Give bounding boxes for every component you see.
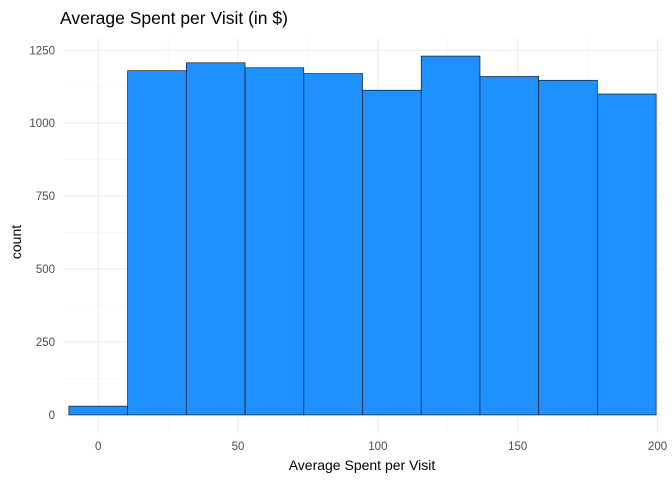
- histogram-bar: [597, 93, 657, 416]
- histogram-bar: [362, 89, 422, 416]
- histogram-bar: [303, 73, 363, 416]
- histogram-bar: [479, 76, 540, 416]
- x-tick-label: 100: [368, 441, 387, 453]
- x-axis-title: Average Spent per Visit: [289, 457, 436, 473]
- histogram-bar: [538, 79, 598, 416]
- y-tick-label: 1000: [29, 118, 55, 130]
- x-tick-label: 50: [232, 441, 245, 453]
- y-axis-ticks: 0 250 500 750 1000 1250: [29, 45, 55, 422]
- y-axis-title: count: [8, 225, 24, 259]
- x-tick-label: 200: [648, 441, 667, 453]
- x-axis-ticks: 0 50 100 150 200: [95, 441, 667, 453]
- histogram-bar: [244, 67, 305, 416]
- y-tick-label: 500: [36, 264, 55, 276]
- histogram-bar: [127, 70, 187, 416]
- x-tick-label: 0: [95, 441, 101, 453]
- y-tick-label: 1250: [29, 45, 55, 57]
- histogram-bar: [420, 55, 481, 416]
- x-tick-label: 150: [508, 441, 527, 453]
- chart-title: Average Spent per Visit (in $): [60, 8, 288, 28]
- bars: [68, 55, 657, 416]
- histogram-bar: [68, 405, 128, 416]
- y-tick-label: 250: [36, 337, 55, 349]
- y-tick-label: 750: [36, 191, 55, 203]
- histogram-bar: [185, 62, 246, 416]
- y-tick-label: 0: [49, 410, 55, 422]
